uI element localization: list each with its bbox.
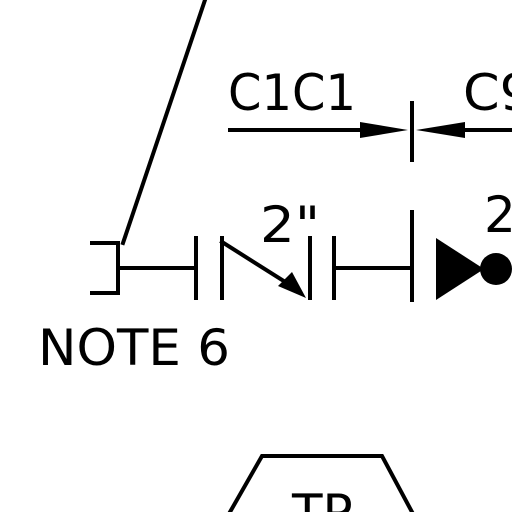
tag-label: TP: [291, 484, 353, 512]
arrowhead-left: [416, 122, 465, 138]
valve-body: [436, 238, 484, 300]
arrowhead-right: [360, 122, 408, 138]
valve-ball: [480, 253, 512, 285]
leader-line: [120, 0, 208, 246]
pipe-size-label-right: 2: [484, 186, 512, 244]
end-cap-bracket: [90, 241, 120, 295]
pipe-size-label: 2": [260, 196, 320, 254]
dimension-label-c9: C9: [463, 64, 512, 122]
check-valve-arrowhead: [278, 272, 306, 298]
tag-hexagon: [227, 454, 415, 512]
dimension-label-c1c1: C1C1: [228, 64, 356, 122]
note-label: NOTE 6: [38, 319, 230, 377]
